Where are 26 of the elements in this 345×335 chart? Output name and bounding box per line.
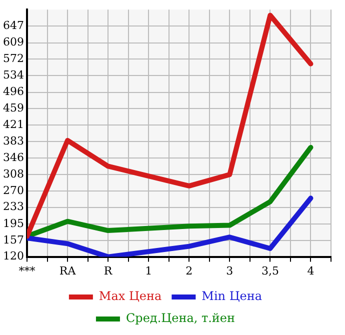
- y-tick-label: 534: [2, 68, 24, 82]
- y-tick-label: 308: [2, 167, 24, 180]
- y-tick-label: 270: [2, 184, 24, 198]
- y-tick-label: 195: [2, 216, 24, 230]
- y-tick-label: 233: [2, 200, 24, 214]
- x-tick-label: ***: [18, 264, 36, 278]
- y-tick-label: 421: [2, 118, 24, 131]
- x-tick-label: 3,5: [261, 264, 279, 278]
- x-tick-label: R: [104, 264, 113, 278]
- x-tick-label: 4: [307, 264, 314, 278]
- y-tick-label: 496: [2, 85, 24, 98]
- y-tick-label: 120: [2, 250, 24, 263]
- y-tick-label: 346: [2, 150, 24, 164]
- y-tick-label: 157: [2, 233, 24, 246]
- y-tick-label: 572: [2, 52, 24, 65]
- y-tick-label: 647: [2, 19, 24, 32]
- y-tick-label: 609: [2, 36, 24, 49]
- legend-label: Max Цена: [98, 289, 162, 304]
- y-tick-label: 383: [2, 134, 24, 148]
- x-tick-label: RA: [59, 264, 77, 278]
- x-tick-label: 2: [186, 264, 193, 278]
- x-tick-label: 1: [145, 264, 152, 278]
- legend-label: Min Цена: [202, 289, 262, 304]
- legend-label: Сред.Цена, т.йен: [126, 311, 236, 326]
- x-tick-label: 3: [226, 264, 234, 278]
- y-tick-label: 459: [2, 101, 24, 114]
